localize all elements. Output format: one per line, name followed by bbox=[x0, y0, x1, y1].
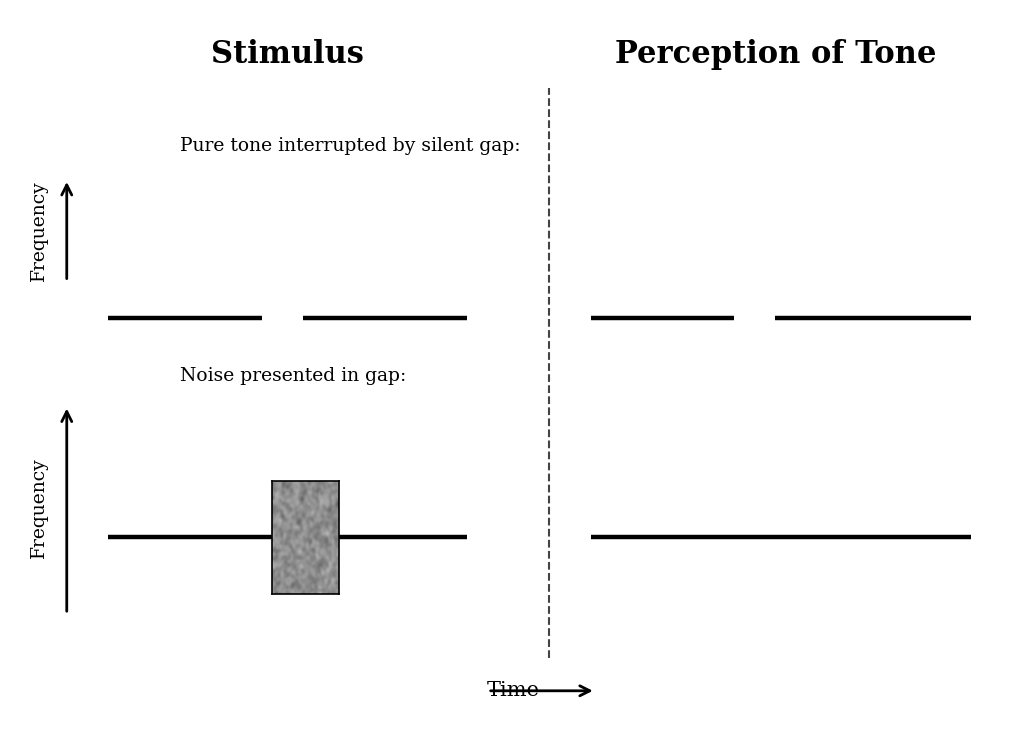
Text: Time: Time bbox=[487, 681, 540, 700]
Text: Perception of Tone: Perception of Tone bbox=[614, 39, 937, 70]
Text: Stimulus: Stimulus bbox=[212, 39, 364, 70]
Text: Noise presented in gap:: Noise presented in gap: bbox=[180, 368, 406, 385]
Text: Pure tone interrupted by silent gap:: Pure tone interrupted by silent gap: bbox=[180, 137, 521, 155]
Text: Frequency: Frequency bbox=[30, 180, 48, 281]
Text: Frequency: Frequency bbox=[30, 458, 48, 558]
